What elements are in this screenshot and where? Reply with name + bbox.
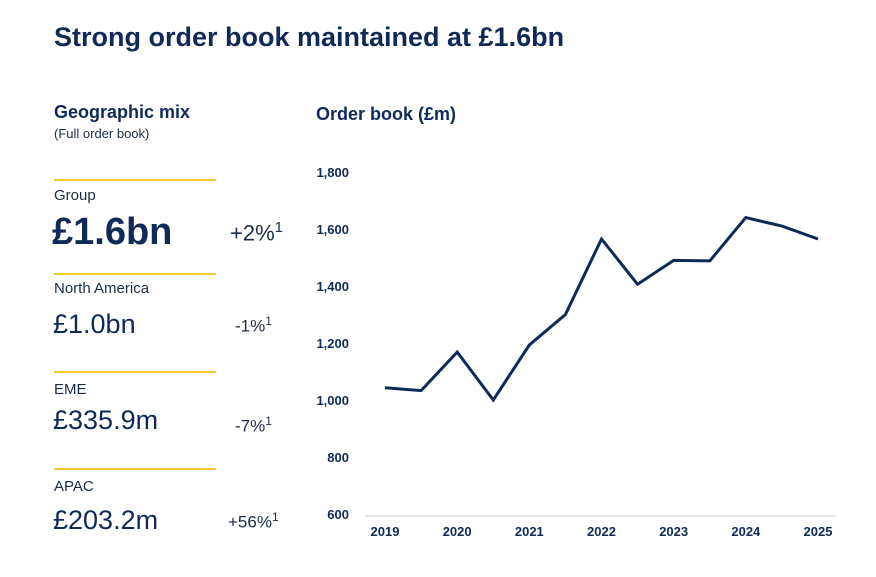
- x-tick-label: 2022: [587, 524, 616, 539]
- divider-rule: [54, 468, 216, 470]
- region-label-group: Group: [54, 187, 96, 204]
- footnote-marker: 1: [271, 510, 279, 524]
- region-change-north-america: -1%1: [235, 314, 272, 336]
- divider-rule: [54, 179, 216, 181]
- region-value-eme: £335.9m: [53, 405, 159, 435]
- footnote-marker: 1: [265, 314, 272, 328]
- x-tick-label: 2021: [515, 524, 544, 539]
- chart-title: Order book (£m): [316, 104, 457, 124]
- y-tick-label: 1,600: [316, 222, 349, 237]
- y-tick-label: 1,000: [316, 393, 349, 408]
- region-label-eme: EME: [54, 381, 87, 398]
- region-change-apac: +56%1: [228, 510, 279, 532]
- region-value-apac: £203.2m: [53, 505, 159, 535]
- region-change-group: +2%1: [230, 219, 283, 246]
- page-title: Strong order book maintained at £1.6bn: [54, 22, 565, 52]
- y-tick-label: 600: [327, 507, 349, 522]
- x-tick-label: 2024: [731, 524, 761, 539]
- divider-rule: [54, 371, 216, 373]
- region-label-apac: APAC: [54, 478, 94, 495]
- order-book-series-line: [384, 215, 819, 403]
- region-change-eme: -7%1: [235, 414, 272, 436]
- y-tick-label: 1,800: [316, 165, 349, 180]
- x-tick-label: 2023: [659, 524, 688, 539]
- x-tick-label: 2020: [443, 524, 472, 539]
- geographic-mix-subtitle: (Full order book): [54, 126, 150, 141]
- x-tick-label: 2019: [371, 524, 400, 539]
- region-value-group: £1.6bn: [52, 211, 173, 253]
- footnote-marker: 1: [274, 219, 283, 236]
- region-value-north-america: £1.0bn: [53, 309, 136, 339]
- divider-rule: [54, 273, 216, 275]
- y-tick-label: 800: [327, 450, 349, 465]
- geographic-mix-title: Geographic mix: [54, 102, 191, 122]
- y-tick-label: 1,400: [316, 279, 349, 294]
- y-tick-label: 1,200: [316, 336, 349, 351]
- x-tick-label: 2025: [804, 524, 833, 539]
- region-label-north-america: North America: [54, 280, 150, 297]
- footnote-marker: 1: [265, 414, 272, 428]
